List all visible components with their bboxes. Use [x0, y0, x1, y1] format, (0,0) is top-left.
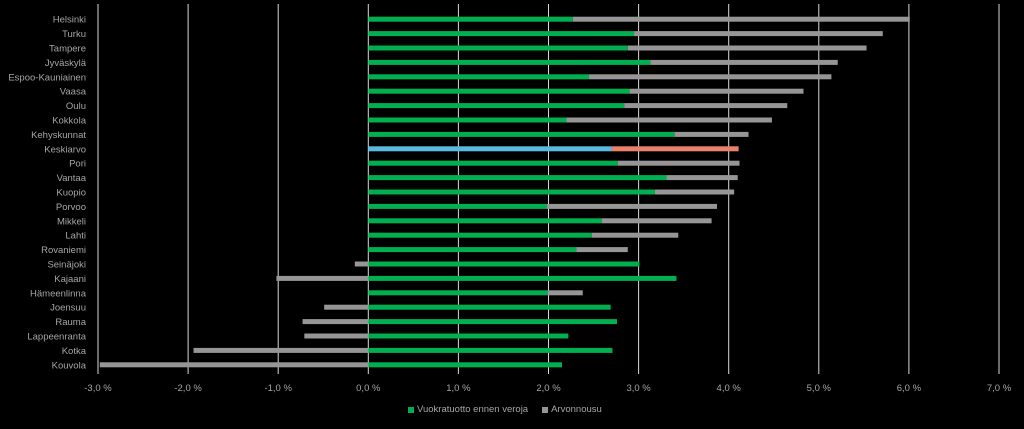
- x-tick-label: 7,0 %: [987, 383, 1012, 394]
- x-tick-label: 4,0 %: [717, 383, 742, 394]
- category-label-mikkeli: Mikkeli: [57, 216, 86, 227]
- bar-rental-yield-pori: [368, 160, 618, 166]
- category-label-rovaniemi: Rovaniemi: [41, 245, 86, 256]
- bar-rental-yield-turku: [368, 31, 635, 37]
- legend-item-appreciation: Arvonnousu: [542, 404, 602, 415]
- x-tick-label: 2,0 %: [536, 383, 561, 394]
- bar-rental-yield-lappeenranta: [368, 333, 569, 339]
- bar-rental-yield-lahti: [368, 232, 592, 238]
- legend-swatch-rental-yield: [408, 406, 414, 413]
- bar-appreciation-vaasa: [629, 88, 804, 94]
- x-tick-label: -2,0 %: [174, 383, 202, 394]
- x-tick-label: 5,0 %: [807, 383, 832, 394]
- x-tick-label: -1,0 %: [264, 383, 292, 394]
- category-label-tampere: Tampere: [49, 44, 86, 55]
- bar-appreciation-lappeenranta: [304, 333, 369, 339]
- bar-appreciation-kouvola: [99, 362, 369, 368]
- category-label-helsinki: Helsinki: [53, 15, 86, 26]
- bar-appreciation-oulu: [624, 103, 788, 109]
- bar-appreciation-kotka: [193, 347, 369, 353]
- bar-rental-yield-kokkola: [368, 117, 567, 123]
- bar-rental-yield-porvoo: [368, 203, 547, 209]
- category-label-joensuu: Joensuu: [50, 303, 86, 314]
- bar-rental-yield-kotka: [368, 347, 613, 353]
- bar-rental-yield-kehyskunnat: [368, 131, 675, 137]
- bar-appreciation-lahti: [591, 232, 679, 238]
- category-label-jyv-skyl-: Jyväskylä: [45, 58, 87, 69]
- bar-rental-yield-h-meenlinna: [368, 290, 548, 296]
- category-label-kouvola: Kouvola: [52, 360, 87, 371]
- category-label-porvoo: Porvoo: [56, 202, 86, 213]
- bar-rental-yield-kuopio: [368, 189, 655, 195]
- x-tick-label: -3,0 %: [84, 383, 112, 394]
- bar-appreciation-kuopio: [654, 189, 735, 195]
- bar-appreciation-rovaniemi: [576, 247, 628, 253]
- bar-appreciation-h-meenlinna: [547, 290, 583, 296]
- x-tick-label: 6,0 %: [897, 383, 922, 394]
- category-label-vaasa: Vaasa: [60, 87, 87, 98]
- category-label-h-meenlinna: Hämeenlinna: [30, 288, 87, 299]
- bar-appreciation-rauma: [302, 319, 369, 325]
- bar-appreciation-vantaa: [666, 175, 738, 181]
- bar-rental-yield-rovaniemi: [368, 247, 577, 253]
- bar-appreciation-turku: [634, 31, 883, 37]
- category-label-keskiarvo: Keskiarvo: [44, 144, 86, 155]
- bar-appreciation-tampere: [627, 45, 867, 51]
- bar-rental-yield-sein-joki: [368, 261, 640, 267]
- bar-appreciation-espoo-kauniainen: [589, 74, 832, 80]
- category-label-kehyskunnat: Kehyskunnat: [31, 130, 86, 141]
- x-tick-label: 3,0 %: [626, 383, 651, 394]
- bar-appreciation-helsinki: [572, 16, 910, 22]
- bar-appreciation-kehyskunnat: [674, 131, 749, 137]
- bar-rental-yield-oulu: [368, 103, 625, 109]
- category-label-kotka: Kotka: [62, 346, 87, 357]
- legend-swatch-appreciation: [542, 406, 549, 413]
- bar-appreciation-pori: [617, 160, 740, 166]
- category-label-kajaani: Kajaani: [54, 274, 86, 285]
- bar-rental-yield-mikkeli: [368, 218, 602, 224]
- legend: Vuokratuotto ennen veroja Arvonnousu: [408, 404, 602, 415]
- bar-appreciation-mikkeli: [601, 218, 712, 224]
- x-tick-label: 0,0 %: [356, 383, 381, 394]
- category-label-lappeenranta: Lappeenranta: [27, 332, 86, 343]
- legend-label-rental-yield: Vuokratuotto ennen veroja: [417, 404, 529, 415]
- bar-appreciation-keskiarvo: [611, 146, 739, 152]
- bar-rental-yield-vantaa: [368, 175, 667, 181]
- bar-rental-yield-kajaani: [368, 275, 677, 281]
- bar-rental-yield-tampere: [368, 45, 628, 51]
- bar-appreciation-porvoo: [546, 203, 717, 209]
- category-label-espoo-kauniainen: Espoo-Kauniainen: [8, 72, 86, 83]
- bar-rental-yield-espoo-kauniainen: [368, 74, 590, 80]
- category-label-kokkola: Kokkola: [52, 116, 87, 127]
- category-label-sein-joki: Seinäjoki: [47, 260, 86, 271]
- bar-rental-yield-vaasa: [368, 88, 630, 94]
- x-tick-label: 1,0 %: [446, 383, 471, 394]
- bar-rental-yield-rauma: [368, 319, 617, 325]
- bar-appreciation-kajaani: [276, 275, 369, 281]
- bar-rental-yield-jyv-skyl-: [368, 59, 651, 65]
- legend-item-rental-yield: Vuokratuotto ennen veroja: [408, 404, 528, 415]
- category-label-kuopio: Kuopio: [56, 188, 86, 199]
- category-label-oulu: Oulu: [66, 101, 86, 112]
- bar-rental-yield-helsinki: [368, 16, 573, 22]
- bar-appreciation-sein-joki: [354, 261, 369, 267]
- bar-appreciation-jyv-skyl-: [650, 59, 838, 65]
- legend-label-appreciation: Arvonnousu: [551, 404, 602, 415]
- category-label-pori: Pori: [69, 159, 86, 170]
- category-label-lahti: Lahti: [65, 231, 86, 242]
- bar-rental-yield-keskiarvo: [368, 146, 612, 152]
- bar-appreciation-kokkola: [566, 117, 772, 123]
- bar-appreciation-joensuu: [324, 304, 369, 310]
- category-label-turku: Turku: [62, 29, 86, 40]
- bar-rental-yield-kouvola: [368, 362, 563, 368]
- category-label-rauma: Rauma: [55, 317, 86, 328]
- category-label-vantaa: Vantaa: [57, 173, 87, 184]
- bar-rental-yield-joensuu: [368, 304, 611, 310]
